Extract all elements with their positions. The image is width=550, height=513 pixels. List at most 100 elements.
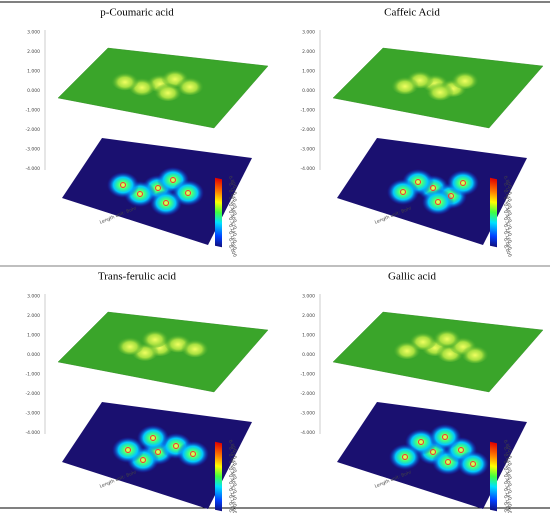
surface-peak: [451, 69, 479, 89]
colorbar-tick-label: 0.720: [227, 182, 238, 196]
contour-blob: [457, 451, 489, 477]
colorbar-tick-label: 0.640: [227, 453, 238, 467]
colorbar-tick-label: 0.240: [502, 487, 513, 501]
contour-blob: [429, 424, 461, 450]
contour-ring: [185, 190, 191, 196]
contour-ring: [137, 191, 143, 197]
z-tick-label: 1.000: [302, 333, 315, 339]
colorbar-tick-label: 0.240: [227, 223, 238, 237]
colorbar-tick-label: 0.560: [227, 460, 238, 474]
contour-ring: [400, 189, 406, 195]
colorbar-tick-label: 0.160: [227, 494, 238, 508]
contour-blob: [447, 170, 479, 196]
colorbar-tick-label: 0.400: [502, 473, 513, 487]
colorbar-tick-label: 0.560: [227, 196, 238, 210]
z-tick-label: 2.000: [27, 49, 40, 55]
contour-ring: [190, 451, 196, 457]
colorbar-tick-label: 0.720: [227, 446, 238, 460]
z-tick-label: -1.000: [300, 108, 315, 114]
z-tick-label: -3.000: [25, 147, 40, 153]
contour-ring: [140, 457, 146, 463]
contour-blob: [107, 172, 139, 198]
surface-peak: [116, 334, 144, 355]
z-tick-label: -3.000: [300, 411, 315, 417]
colorbar-tick-label: 0.720: [502, 446, 513, 460]
colorbar-tick-label: 0.080: [502, 501, 513, 513]
contour-ring: [442, 434, 448, 440]
panel-title: Trans-ferulic acid: [98, 271, 177, 283]
panel: Gallic acid 3.000 2.000 1.000 0.000 -1.000 -2.…: [300, 271, 544, 513]
z-tick-label: -2.000: [300, 127, 315, 133]
colorbar-tick-label: 0.480: [227, 203, 238, 217]
colorbar: [490, 177, 497, 248]
surface-peak: [433, 327, 461, 347]
surface-peak: [176, 75, 204, 95]
z-tick-label: -1.000: [300, 372, 315, 378]
colorbar-tick-label: 0.240: [502, 223, 513, 237]
colorbar-tick-label: 0.720: [502, 182, 513, 196]
contour-ring: [155, 449, 161, 455]
z-tick-label: 3.000: [302, 30, 315, 36]
contour-ring: [430, 185, 436, 191]
colorbar-tick-label: 0.320: [227, 480, 238, 494]
colorbar: [490, 441, 497, 512]
z-tick-label: -1.000: [25, 372, 40, 378]
z-tick-label: -3.000: [300, 147, 315, 153]
colorbar-tick-label: 0.640: [502, 189, 513, 203]
contour-blob: [177, 441, 209, 467]
contour-ring: [470, 461, 476, 467]
z-tick-label: 0.000: [302, 88, 315, 94]
colorbar-tick-label: 0.080: [502, 237, 513, 251]
surface-peak: [141, 327, 169, 348]
panel-title: Gallic acid: [388, 271, 436, 283]
z-tick-label: 1.000: [27, 333, 40, 339]
contour-ring: [435, 199, 441, 205]
colorbar: [215, 441, 222, 512]
panel: p-Coumaric acid 3.000 2.000 1.000 0.000 -1.00…: [25, 7, 269, 258]
contour-blob: [137, 425, 169, 451]
contour-blob: [112, 437, 144, 463]
panel: Caffeic Acid 3.000 2.000 1.000 0.000 -1.000 -2…: [300, 7, 544, 258]
z-tick-label: 0.000: [302, 352, 315, 358]
contour-ring: [173, 443, 179, 449]
contour-ring: [448, 193, 454, 199]
colorbar-tick-label: 0.560: [502, 460, 513, 474]
colorbar: [215, 177, 222, 248]
colorbar-tick-label: 0.160: [502, 230, 513, 244]
surface-peak: [391, 74, 419, 95]
colorbar-tick-label: 0.800: [227, 439, 238, 453]
surface-peak: [154, 81, 182, 101]
colorbar-tick-label: 0.480: [227, 467, 238, 481]
surface-peak: [426, 80, 454, 101]
contour-blob: [387, 179, 419, 205]
contour-ring: [415, 179, 421, 185]
colorbar-tick-label: 0.000: [227, 244, 238, 258]
colorbar-tick-label: 0.640: [502, 453, 513, 467]
surface-peak: [181, 337, 209, 358]
z-tick-label: -1.000: [25, 108, 40, 114]
z-tick-label: -3.000: [25, 411, 40, 417]
z-tick-label: 0.000: [27, 352, 40, 358]
contour-blob: [389, 444, 421, 470]
contour-ring: [170, 177, 176, 183]
colorbar-tick-label: 0.320: [502, 216, 513, 230]
colorbar-tick-label: 0.480: [502, 467, 513, 481]
z-tick-label: 2.000: [302, 313, 315, 319]
colorbar-tick-label: 0.480: [502, 203, 513, 217]
surface-peak: [111, 70, 139, 91]
z-tick-label: 0.000: [27, 88, 40, 94]
contour-blob: [422, 189, 454, 215]
z-tick-label: -2.000: [25, 127, 40, 133]
panel-title: Caffeic Acid: [384, 7, 440, 19]
colorbar-tick-label: 0.800: [227, 175, 238, 189]
colorbar-tick-label: 0.400: [502, 209, 513, 223]
panel: Trans-ferulic acid 3.000 2.000 1.000 0.000 -1…: [25, 271, 269, 513]
colorbar-tick-label: 0.800: [502, 439, 513, 453]
contour-ring: [120, 182, 126, 188]
z-tick-label: 1.000: [27, 69, 40, 75]
colorbar-tick-label: 0.160: [502, 494, 513, 508]
colorbar-tick-label: 0.560: [502, 196, 513, 210]
contour-ring: [458, 447, 464, 453]
z-tick-label: -2.000: [25, 391, 40, 397]
